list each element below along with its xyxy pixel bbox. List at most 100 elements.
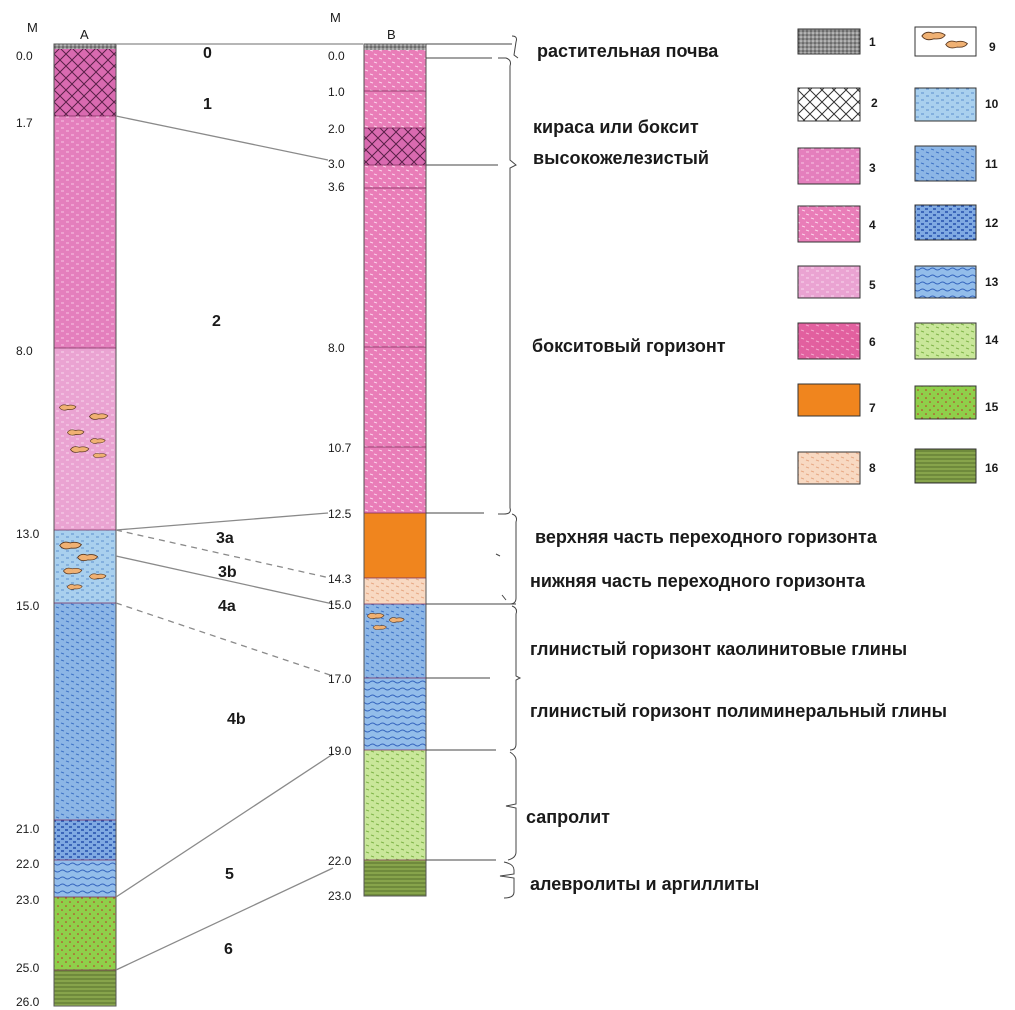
- depth-b-13: 23.0: [328, 889, 352, 903]
- column-a-layer-bauxite: [54, 116, 116, 348]
- legend-num-4: 4: [869, 218, 876, 232]
- column-b-layer-soil: [364, 44, 426, 50]
- column-a-layer-soil: [54, 44, 116, 49]
- zone-0: 0: [203, 45, 212, 62]
- legend-swatch-9: [914, 26, 977, 57]
- legend-swatch-11: [914, 145, 977, 182]
- zone-numbers: 0 1 2 3a 3b 4a 4b 5 6: [203, 45, 246, 958]
- column-a-header: A: [80, 27, 89, 42]
- depth-a-4: 15.0: [16, 599, 40, 613]
- legend-num-16: 16: [985, 461, 999, 475]
- depth-a-1: 1.7: [16, 116, 33, 130]
- depth-b-9: 15.0: [328, 598, 352, 612]
- legend-num-7: 7: [869, 401, 876, 415]
- legend-swatch-10: [914, 87, 977, 122]
- legend-swatch-7: [797, 383, 861, 417]
- legend-num-11: 11: [985, 157, 998, 171]
- depth-a-5: 21.0: [16, 822, 40, 836]
- depth-a-0: 0.0: [16, 49, 33, 63]
- depth-b-7: 12.5: [328, 507, 352, 521]
- legend-swatch-6: [797, 322, 861, 360]
- column-b: М B: [328, 10, 427, 903]
- legend-num-1: 1: [869, 35, 876, 49]
- depth-b-4: 3.6: [328, 180, 345, 194]
- horizon-label-cuirass-2: высокожелезистый: [533, 148, 709, 168]
- column-b-layer-upper-transition: [364, 513, 426, 578]
- horizon-label-kaolinite: глинистый горизонт каолинитовые глины: [530, 639, 907, 659]
- column-a: М A: [16, 20, 117, 1009]
- depth-b-10: 17.0: [328, 672, 352, 686]
- column-a-layer-siltstone: [54, 970, 116, 1006]
- column-a-frame: [53, 43, 117, 1007]
- depth-b-1: 1.0: [328, 85, 345, 99]
- legend-swatch-15: [914, 385, 977, 420]
- horizon-label-soil: растительная почва: [537, 41, 719, 61]
- legend-swatch-13: [914, 265, 977, 299]
- horizon-brackets: [426, 35, 522, 899]
- depth-b-11: 19.0: [328, 744, 352, 758]
- depth-b-0: 0.0: [328, 49, 345, 63]
- depth-b-6: 10.7: [328, 441, 352, 455]
- legend-num-5: 5: [869, 278, 876, 292]
- legend-num-9: 9: [989, 40, 996, 54]
- legend-swatch-16: [914, 448, 977, 484]
- depth-a-6: 22.0: [16, 857, 40, 871]
- depth-a-2: 8.0: [16, 344, 33, 358]
- column-a-depth-labels: 0.0 1.7 8.0 13.0 15.0 21.0 22.0 23.0 25.…: [16, 49, 40, 1009]
- horizon-label-siltstone: алевролиты и аргиллиты: [530, 874, 759, 894]
- column-a-layer-kaolinite-clay: [54, 603, 116, 820]
- column-b-layer-upper-bauxite: [364, 50, 426, 128]
- column-a-layer-bauxite-lower: [54, 348, 116, 530]
- horizon-label-saprolite: сапролит: [526, 807, 610, 827]
- column-a-layer-transition: [54, 530, 116, 603]
- legend: 1 2 3 4 5 6 7 8 9 10 11 12 13 14 15 16: [797, 26, 999, 485]
- column-b-layer-lower-transition: [364, 578, 426, 604]
- column-a-unit-label: М: [27, 20, 38, 35]
- legend-num-6: 6: [869, 335, 876, 349]
- horizon-label-upper-transition: верхняя часть переходного горизонта: [535, 527, 878, 547]
- column-b-layer-bauxite: [364, 165, 426, 513]
- column-b-layer-saprolite: [364, 750, 426, 860]
- column-a-layer-clay-dark: [54, 820, 116, 860]
- depth-b-5: 8.0: [328, 341, 345, 355]
- legend-swatch-4: [797, 205, 861, 243]
- depth-b-3: 3.0: [328, 157, 345, 171]
- column-a-layer-saprolite: [54, 897, 116, 970]
- column-a-layer-clay-wave: [54, 860, 116, 897]
- zone-1: 1: [203, 96, 212, 113]
- horizon-label-lower-transition: нижняя часть переходного горизонта: [530, 571, 866, 591]
- correlation-lines: [115, 43, 363, 971]
- depth-a-3: 13.0: [16, 527, 40, 541]
- column-b-frame: [363, 43, 427, 897]
- legend-swatch-12: [914, 204, 977, 241]
- horizon-label-cuirass-1: кираса или боксит: [533, 117, 699, 137]
- depth-a-8: 25.0: [16, 961, 40, 975]
- zone-4a: 4a: [218, 598, 236, 615]
- depth-b-8: 14.3: [328, 572, 352, 586]
- depth-b-2: 2.0: [328, 122, 345, 136]
- column-b-unit-label: М: [330, 10, 341, 25]
- zone-3b: 3b: [218, 564, 237, 581]
- horizon-label-bauxite: бокситовый горизонт: [532, 336, 726, 356]
- zone-6: 6: [224, 941, 233, 958]
- legend-swatch-8: [797, 451, 861, 485]
- zone-2: 2: [212, 313, 221, 330]
- column-b-layer-cuirass: [364, 128, 426, 165]
- depth-a-9: 26.0: [16, 995, 40, 1009]
- zone-3a: 3a: [216, 530, 234, 547]
- legend-swatch-2: [797, 87, 861, 122]
- horizon-label-polymineral: глинистый горизонт полиминеральный глины: [530, 701, 947, 721]
- legend-swatch-14: [914, 322, 977, 360]
- column-b-depth-labels: 0.0 1.0 2.0 3.0 3.6 8.0 10.7 12.5 14.3 1…: [328, 49, 352, 903]
- legend-num-3: 3: [869, 161, 876, 175]
- legend-num-8: 8: [869, 461, 876, 475]
- zone-4b: 4b: [227, 711, 246, 728]
- zone-5: 5: [225, 866, 234, 883]
- legend-num-2: 2: [871, 96, 878, 110]
- depth-b-12: 22.0: [328, 854, 352, 868]
- column-b-header: B: [387, 27, 396, 42]
- column-a-layer-cuirass: [54, 49, 116, 116]
- depth-a-7: 23.0: [16, 893, 40, 907]
- legend-swatch-1: [797, 28, 861, 55]
